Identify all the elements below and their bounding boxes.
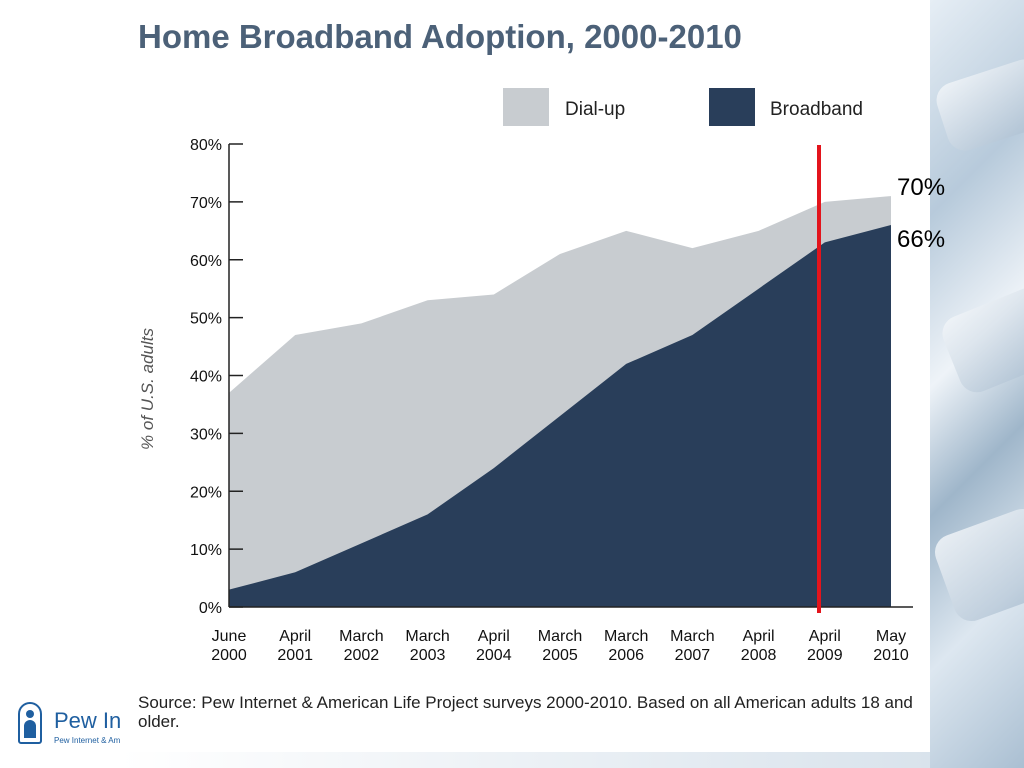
pew-logo-icon xyxy=(18,702,42,744)
y-tick-label: 50% xyxy=(190,311,222,328)
legend-swatch-broadband xyxy=(709,88,755,126)
x-tick-label: April xyxy=(809,628,841,645)
y-tick-label: 10% xyxy=(190,542,222,559)
x-tick-label: April xyxy=(478,628,510,645)
x-tick-label: 2009 xyxy=(807,647,843,664)
y-axis-label: % of U.S. adults xyxy=(138,328,157,450)
x-tick-label: March xyxy=(405,628,449,645)
y-tick-label: 40% xyxy=(190,369,222,386)
x-tick-label: May xyxy=(876,628,906,645)
y-tick-label: 30% xyxy=(190,426,222,443)
callout-broadband: 66% xyxy=(897,226,946,253)
legend-label-dialup: Dial-up xyxy=(565,99,625,120)
y-tick-label: 20% xyxy=(190,484,222,501)
pew-logo-subtitle: Pew Internet & Am xyxy=(54,736,121,745)
x-tick-label: March xyxy=(339,628,383,645)
x-tick-label: 2010 xyxy=(873,647,909,664)
source-note: Source: Pew Internet & American Life Pro… xyxy=(138,693,913,731)
pew-logo-name: Pew In xyxy=(54,708,122,733)
x-tick-label: 2004 xyxy=(476,647,512,664)
x-tick-label: April xyxy=(279,628,311,645)
y-tick-label: 70% xyxy=(190,195,222,212)
x-tick-label: 2003 xyxy=(410,647,446,664)
x-tick-label: 2002 xyxy=(344,647,380,664)
x-tick-label: March xyxy=(538,628,582,645)
background-strip xyxy=(120,752,930,768)
x-tick-label: 2008 xyxy=(741,647,777,664)
x-tick-label: 2006 xyxy=(608,647,644,664)
x-tick-label: March xyxy=(670,628,714,645)
legend-swatch-dialup xyxy=(503,88,549,126)
chart-title: Home Broadband Adoption, 2000-2010 xyxy=(138,18,742,55)
broadband-area xyxy=(229,225,891,607)
y-tick-label: 80% xyxy=(190,137,222,154)
x-tick-label: 2000 xyxy=(211,647,247,664)
x-tick-label: 2001 xyxy=(277,647,313,664)
callout-total: 70% xyxy=(897,174,946,201)
x-tick-label: June xyxy=(212,628,247,645)
x-tick-label: 2007 xyxy=(675,647,711,664)
legend-label-broadband: Broadband xyxy=(770,99,863,120)
y-tick-label: 0% xyxy=(199,600,222,617)
y-tick-label: 60% xyxy=(190,253,222,270)
pew-logo: Pew In Pew Internet & Am xyxy=(12,700,122,755)
x-tick-label: 2005 xyxy=(542,647,578,664)
background-decoration xyxy=(929,0,1024,768)
x-tick-label: April xyxy=(743,628,775,645)
x-tick-label: March xyxy=(604,628,648,645)
